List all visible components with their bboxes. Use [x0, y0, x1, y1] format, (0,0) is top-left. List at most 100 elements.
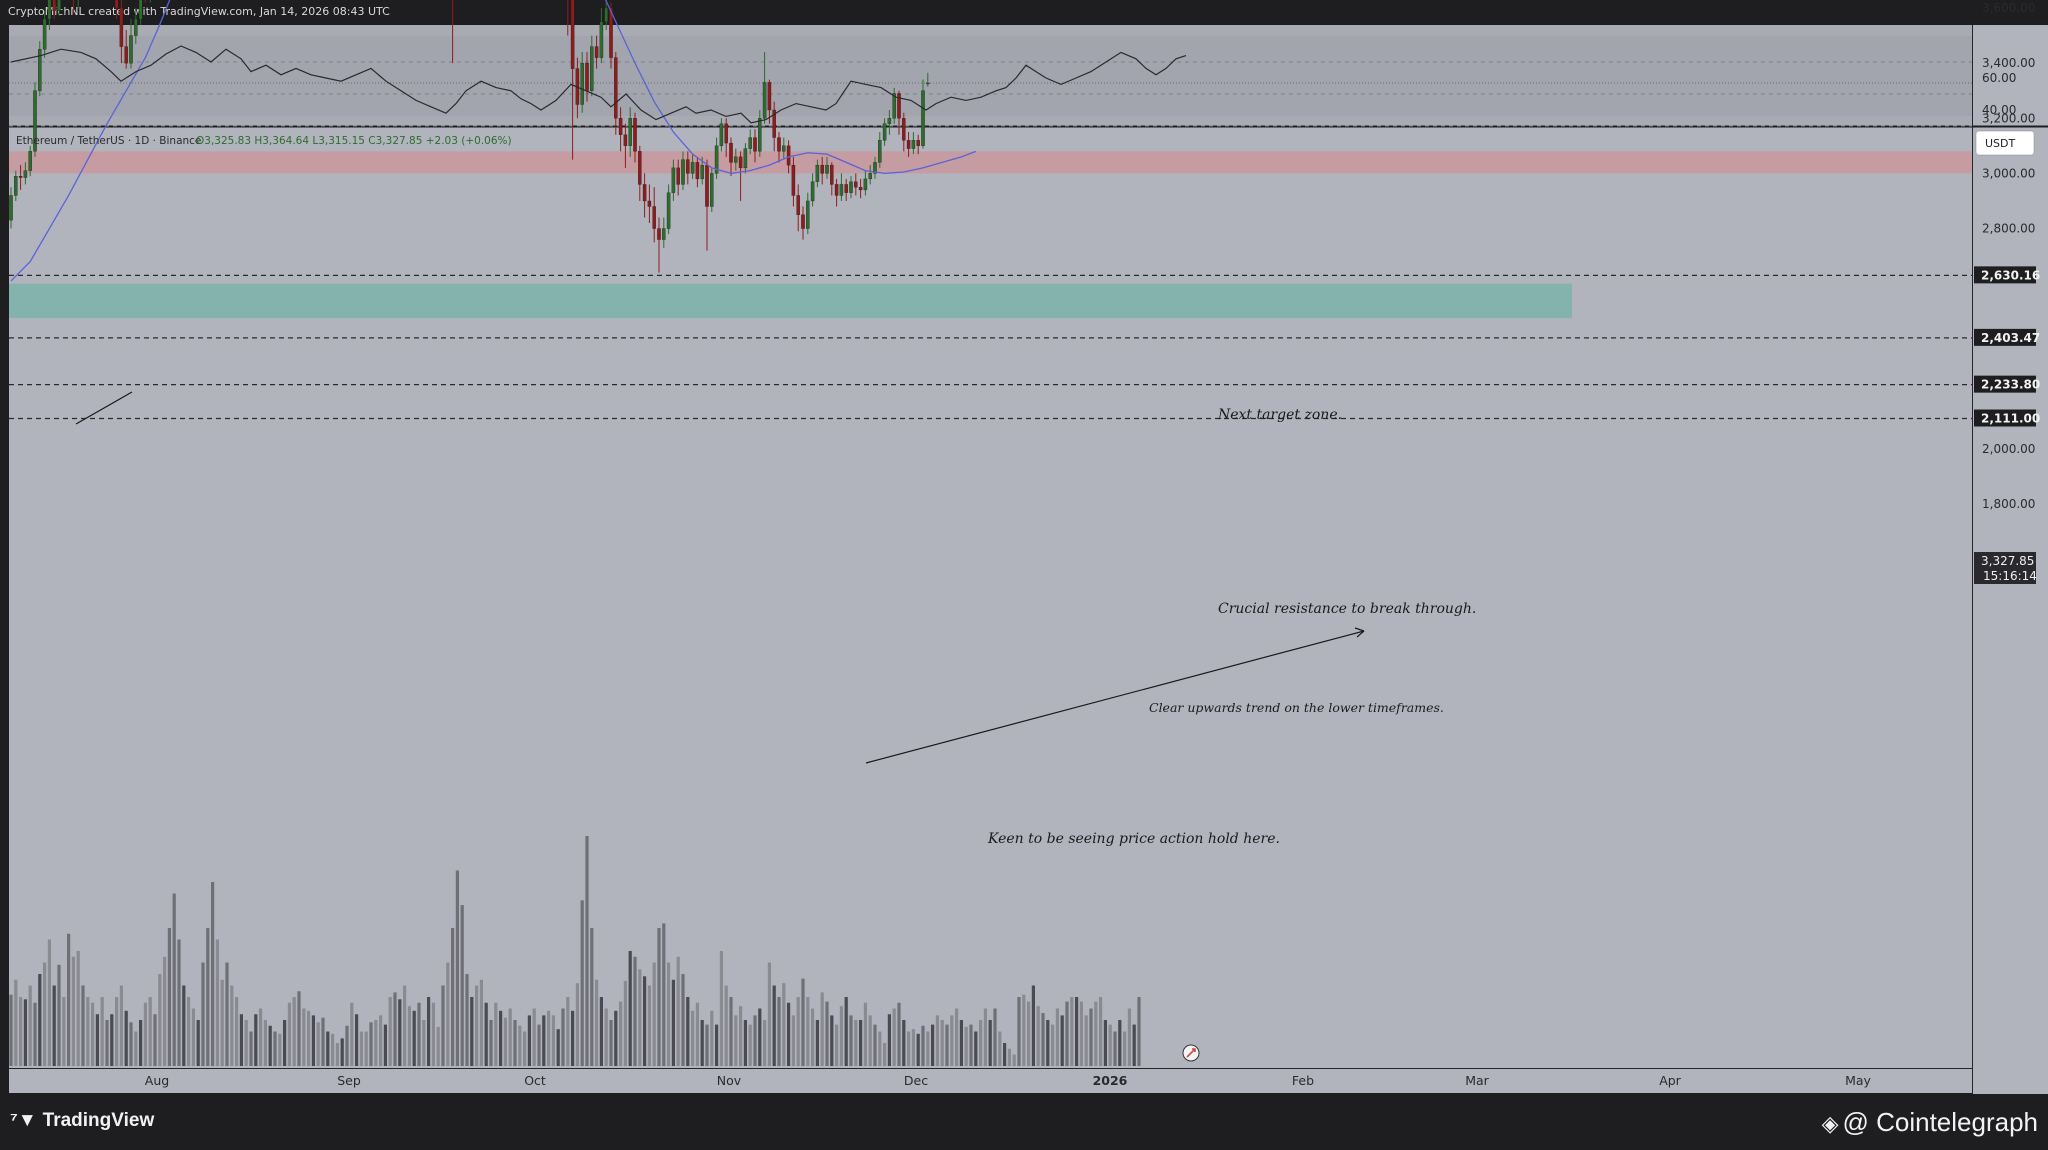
volume-bar: [801, 978, 805, 1066]
candle-body: [129, 35, 133, 64]
candle-body: [590, 46, 594, 91]
volume-bar: [993, 1008, 997, 1066]
volume-bar: [220, 979, 224, 1066]
volume-bar: [494, 1002, 498, 1066]
level-price-tag: [1974, 328, 2036, 346]
volume-bar: [143, 1002, 147, 1066]
volume-bar: [33, 1002, 37, 1066]
volume-bar: [139, 1020, 143, 1066]
volume-bar: [1046, 1020, 1050, 1066]
volume-bar: [676, 956, 680, 1066]
volume-bar: [955, 1008, 959, 1066]
volume-bar: [748, 1024, 752, 1066]
volume-bar: [446, 962, 450, 1066]
volume-bar: [28, 985, 32, 1066]
volume-bar: [153, 1014, 157, 1066]
volume-bar: [1089, 1008, 1093, 1066]
volume-bar: [158, 974, 162, 1066]
volume-bar: [902, 1020, 906, 1066]
volume-bar: [182, 985, 186, 1066]
volume-bar: [599, 997, 603, 1066]
annotation-resistance: Crucial resistance to break through.: [1218, 601, 1476, 617]
currency-button[interactable]: [1975, 130, 2035, 156]
volume-bar: [407, 1006, 411, 1066]
volume-bar: [897, 1002, 901, 1066]
candle-body: [806, 200, 810, 229]
tradingview-wordmark: TradingView: [42, 1110, 155, 1131]
volume-bar: [830, 1015, 834, 1066]
volume-bar: [465, 974, 469, 1066]
volume-bar: [350, 1002, 354, 1066]
chart-svg[interactable]: 60.00 40.00 4,600.004,400.004,200.004,000…: [0, 0, 2048, 1094]
candle-body: [921, 90, 925, 146]
level-price-tag: [1974, 409, 2036, 427]
support-zone: [9, 283, 1572, 319]
candle-body: [614, 57, 618, 119]
volume-bar: [364, 1031, 368, 1066]
candle-body: [686, 159, 690, 174]
volume-bar: [206, 928, 210, 1066]
candle-body: [767, 82, 772, 111]
volume-bar: [1127, 1008, 1131, 1066]
exchange-marker-glyph: [1186, 1048, 1196, 1058]
time-axis-label: Nov: [717, 1073, 742, 1088]
volume-bar: [67, 933, 71, 1066]
volume-bar: [647, 985, 651, 1066]
candle-body: [57, 0, 61, 11]
time-axis-label: May: [1845, 1073, 1871, 1088]
resistance-zone: [9, 151, 1972, 174]
volume-bar: [643, 976, 647, 1066]
volume-bar: [1007, 1048, 1011, 1066]
volume-bar: [331, 1033, 335, 1066]
volume-bar: [686, 997, 690, 1066]
price-axis-label: 2,800.00: [1982, 222, 2035, 236]
volume-bar: [374, 1020, 378, 1066]
volume-bar: [297, 991, 301, 1066]
volume-bar: [983, 1008, 987, 1066]
volume-bar: [940, 1020, 944, 1066]
cointelegraph-wordmark: @ Cointelegraph: [1842, 1107, 2038, 1137]
candle-body: [844, 184, 848, 193]
volume-bar: [268, 1025, 272, 1066]
volume-bar: [1022, 994, 1026, 1066]
candle-body: [849, 181, 853, 193]
volume-bar: [311, 1015, 315, 1066]
time-axis-label: 2026: [1093, 1073, 1128, 1088]
volume-bar: [38, 974, 42, 1066]
volume-bar: [239, 1014, 243, 1066]
candle-body: [690, 162, 695, 174]
volume-bar: [763, 1020, 767, 1066]
volume-bar: [911, 1029, 915, 1066]
candle-body: [777, 137, 781, 152]
volume-bar: [431, 1002, 435, 1066]
volume-bar: [1118, 1020, 1122, 1066]
candle-body: [796, 195, 800, 215]
candle-body: [42, 18, 47, 50]
volume-bar: [81, 985, 85, 1066]
level-price-label: 2,233.80: [1981, 378, 2040, 392]
volume-bar: [14, 979, 18, 1066]
candle-body: [801, 214, 805, 229]
candle-body: [652, 206, 656, 229]
volume-bar: [791, 1015, 795, 1066]
volume-bar: [964, 1026, 968, 1066]
volume-bar: [959, 1020, 963, 1066]
volume-bar: [196, 1020, 200, 1066]
trend-arrow-icon: [1354, 627, 1365, 638]
candle-body: [623, 134, 628, 146]
candle-body: [138, 0, 143, 20]
candle-body: [714, 145, 719, 174]
main-pane[interactable]: [9, 127, 1972, 1093]
moving-average: [10, 0, 977, 282]
candle-body: [743, 148, 748, 169]
volume-bar: [379, 1015, 383, 1066]
candle-body: [700, 164, 704, 180]
volume-bar: [451, 928, 455, 1066]
rsi-axis-label: 60.00: [1982, 71, 2016, 85]
candle-body: [38, 49, 42, 91]
volume-bar: [916, 1033, 920, 1066]
volume-bar: [1065, 1001, 1069, 1066]
candle-body: [47, 0, 52, 20]
volume-bar: [657, 928, 661, 1066]
volume-bar: [734, 1015, 738, 1066]
